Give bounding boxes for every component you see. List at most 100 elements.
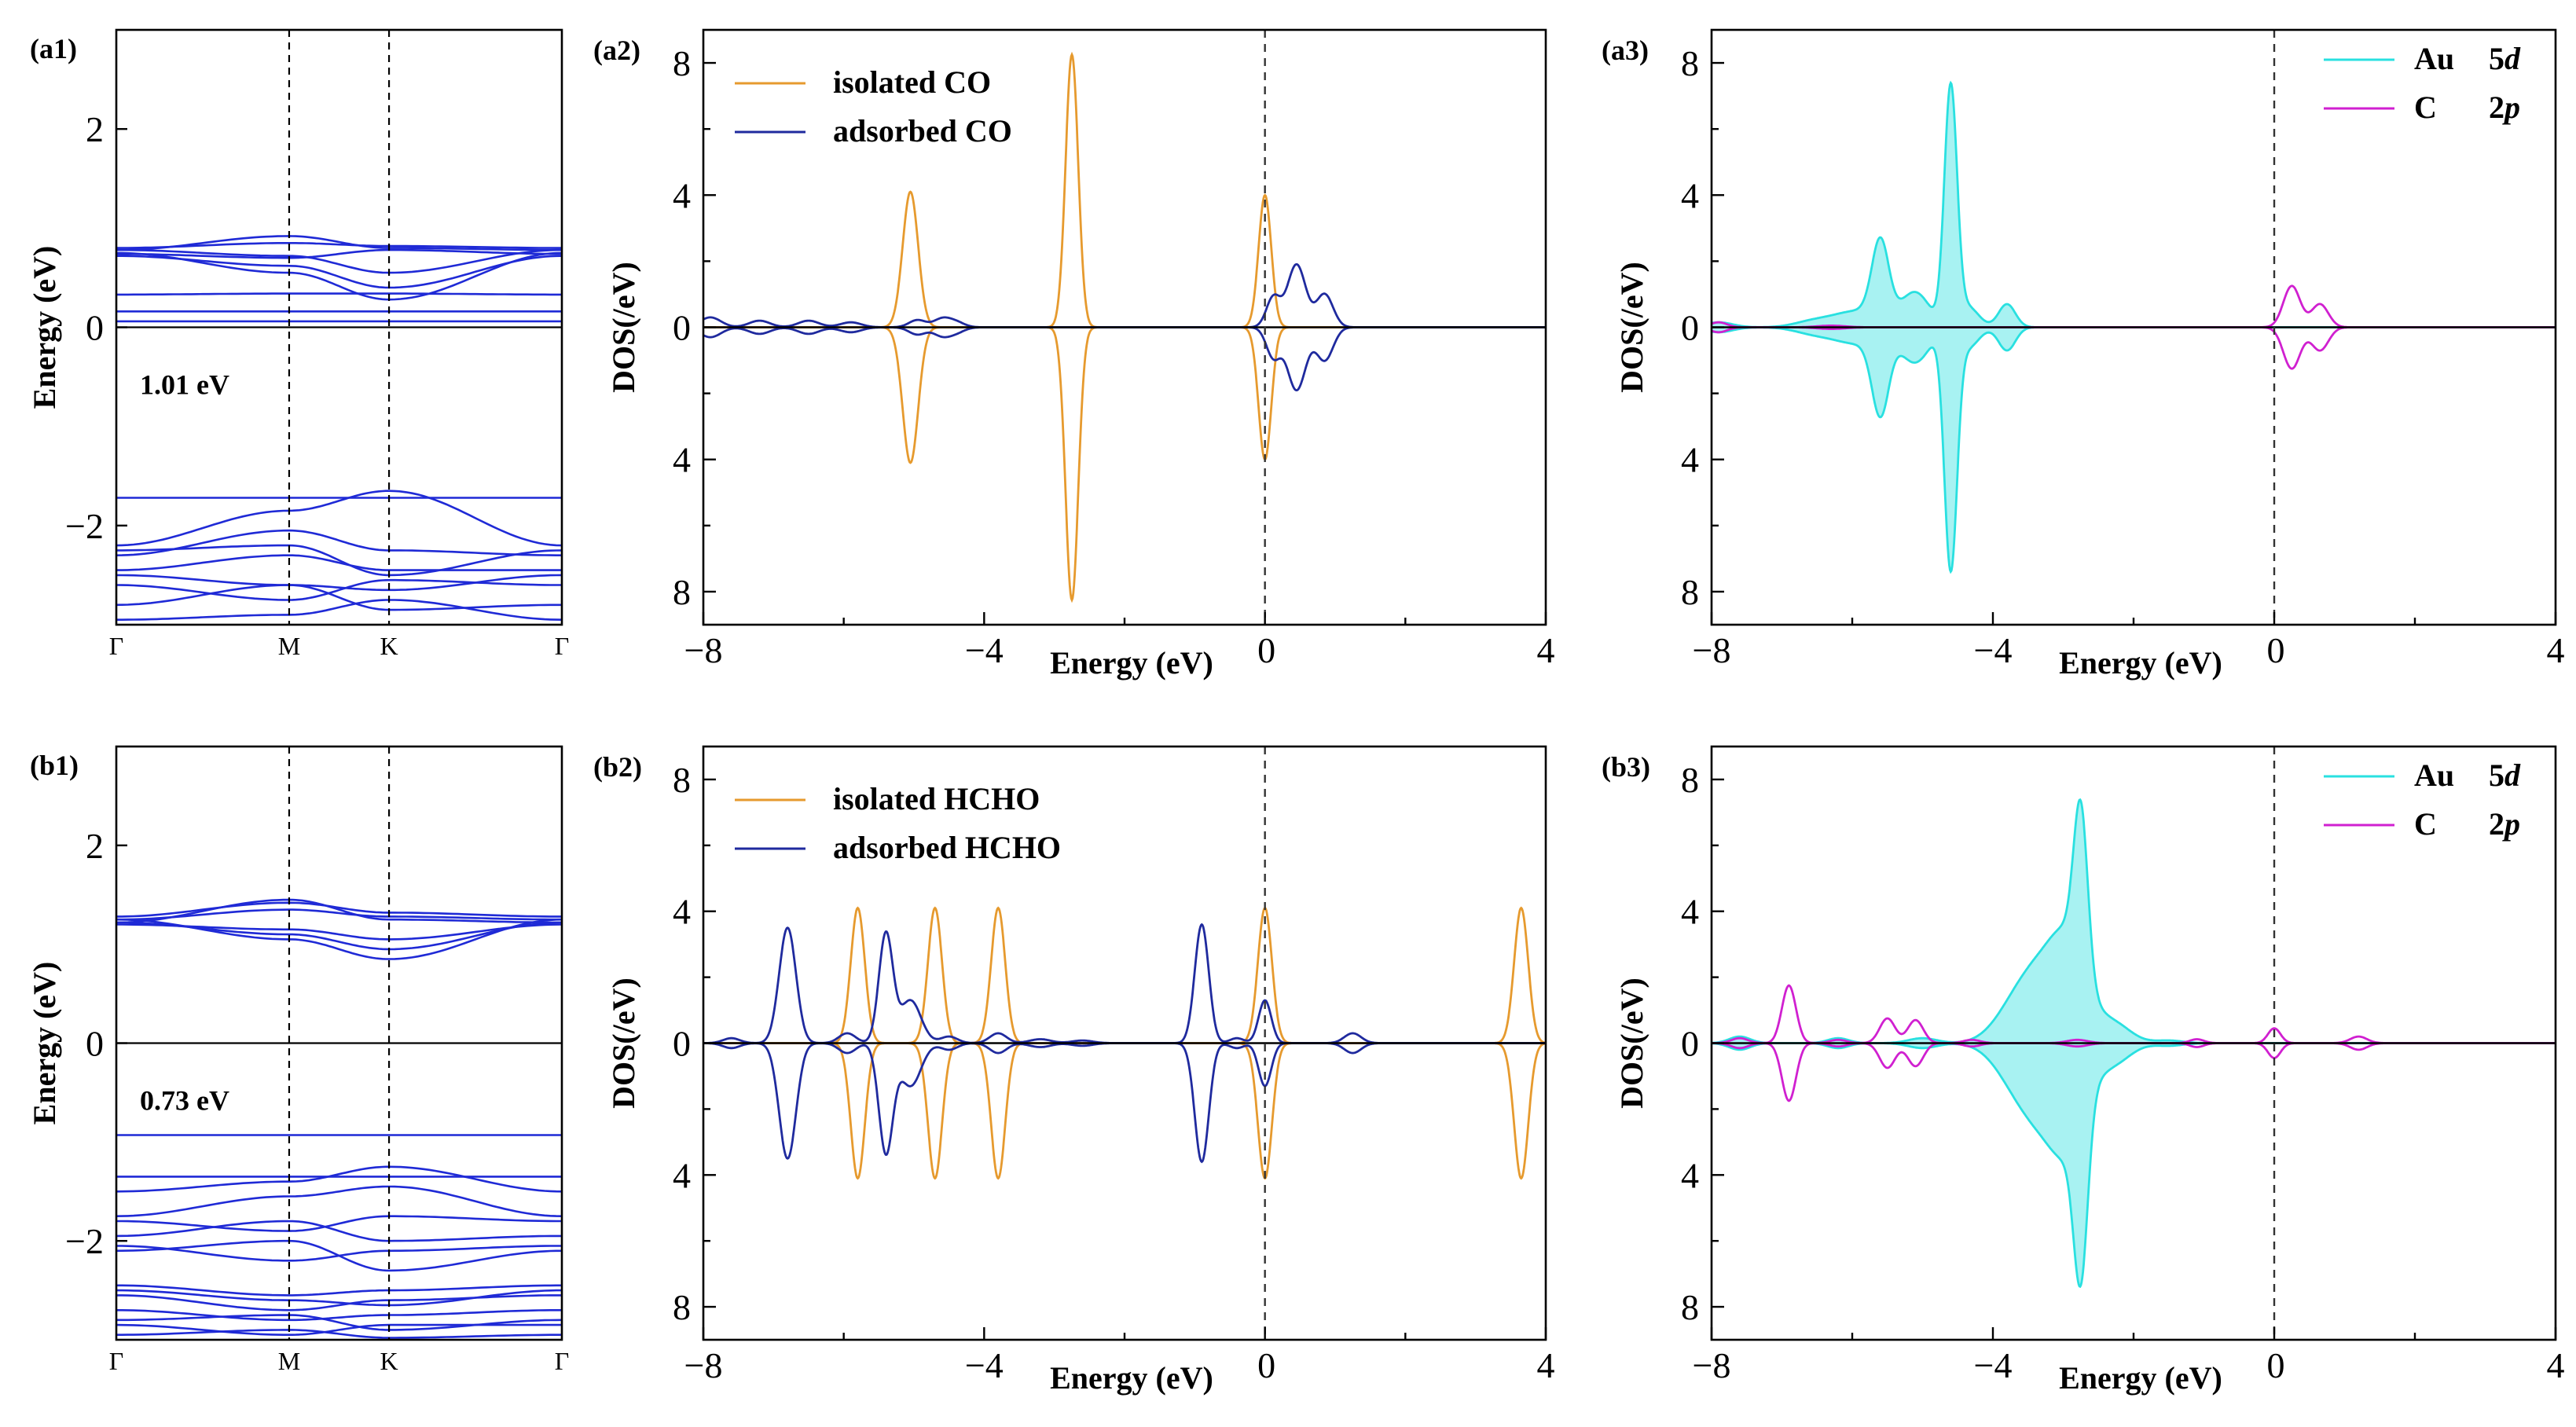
y-tick-label: 4: [1681, 892, 1699, 932]
kpoint-label: Γ: [555, 1347, 570, 1375]
x-tick-label: −4: [965, 630, 1004, 670]
x-tick-label: −4: [1974, 630, 2013, 670]
x-tick-label: 0: [2267, 630, 2285, 670]
y-tick-label: 2: [86, 109, 104, 149]
panel-label: (a1): [30, 33, 77, 64]
panel-label: (b2): [593, 751, 642, 783]
x-tick-label: −4: [1974, 1345, 2013, 1385]
band-line: [116, 1329, 562, 1339]
x-tick-label: −8: [684, 630, 723, 670]
band-line: [116, 1323, 562, 1336]
y-tick-label: 8: [1681, 760, 1699, 800]
dos-line-down: [1712, 326, 2556, 574]
y-tick-label: 0: [1681, 308, 1699, 348]
y-tick-label: 8: [1681, 43, 1699, 83]
panel-label: (b3): [1602, 751, 1650, 783]
dos-line-up: [703, 923, 1546, 1044]
dos-fill-down: [1712, 327, 2556, 572]
legend-label: isolated HCHO: [833, 781, 1040, 816]
legend: Au 5d C 2p: [2324, 41, 2521, 125]
band-line: [116, 921, 562, 951]
gap-annotation: 0.73 eV: [140, 1084, 229, 1116]
band-line: [116, 1294, 562, 1311]
y-tick-label: 0: [86, 1024, 104, 1064]
band-line: [116, 255, 562, 289]
panel-b1: −2 0 2 Γ M K Γ Energy (eV) (b1) 0.73 eV: [27, 745, 570, 1375]
panel-a3: 8 4 0 4 8 −8 −4 0 4 Energy (eV) DOS(/eV) (a3) Au 5d C 2…: [1602, 28, 2565, 680]
x-axis-label: Energy (eV): [1050, 645, 1213, 680]
dos-line-down: [703, 326, 1546, 603]
band-line: [116, 1220, 562, 1242]
kpoint-label: K: [380, 632, 398, 660]
kpoint-label: M: [278, 1347, 300, 1375]
x-tick-label: −4: [965, 1345, 1004, 1385]
band-line: [116, 251, 562, 301]
x-tick-label: 0: [1257, 630, 1275, 670]
x-axis-label: Energy (eV): [2059, 1360, 2222, 1396]
band-line: [116, 490, 562, 547]
orbital-letter: d: [2504, 758, 2521, 793]
dos-line-down: [703, 1042, 1546, 1180]
panel-b3: 8 4 0 4 8 −8 −4 0 4 Energy (eV) DOS(/eV) (b3) Au 5d C 2…: [1602, 745, 2565, 1396]
y-tick-label: 8: [1681, 1287, 1699, 1327]
x-tick-label: 4: [1537, 1345, 1555, 1385]
x-tick-label: 4: [1537, 630, 1555, 670]
band-line: [116, 235, 562, 251]
band-line: [116, 578, 562, 601]
y-tick-label: 4: [1681, 175, 1699, 215]
x-axis-label: Energy (eV): [2059, 645, 2222, 680]
panel-label: (b1): [30, 750, 79, 781]
y-tick-label: 8: [673, 572, 691, 612]
y-tick-label: 4: [673, 440, 691, 480]
band-line: [116, 1165, 562, 1193]
y-axis-label: DOS(/eV): [1614, 978, 1649, 1109]
x-axis-label: Energy (eV): [1050, 1360, 1213, 1396]
band-line: [116, 1215, 562, 1232]
x-tick-label: 0: [2267, 1345, 2285, 1385]
orbital-number: 5: [2489, 758, 2504, 793]
panel-label: (a3): [1602, 35, 1649, 66]
kpoint-label: Γ: [109, 632, 124, 660]
y-tick-label: 4: [673, 1155, 691, 1195]
y-tick-label: 4: [1681, 1155, 1699, 1195]
legend-label: adsorbed HCHO: [833, 830, 1061, 865]
x-tick-label: −8: [1693, 630, 1731, 670]
dos-line-down: [703, 1042, 1546, 1164]
band-line: [116, 898, 562, 924]
y-axis-label: DOS(/eV): [1614, 262, 1649, 393]
band-line: [116, 554, 562, 571]
band-line: [116, 923, 562, 941]
kpoint-label: Γ: [109, 1347, 124, 1375]
y-axis-label: Energy (eV): [27, 246, 62, 409]
orbital-letter: p: [2502, 90, 2520, 125]
dos-line-down: [1712, 1042, 2556, 1289]
dos-fill-down: [1712, 1043, 2556, 1287]
legend-label: Au: [2414, 758, 2454, 793]
band-line: [116, 241, 562, 249]
y-tick-label: −2: [65, 506, 104, 546]
y-tick-label: 8: [673, 1287, 691, 1327]
legend-label: isolated CO: [833, 64, 991, 100]
y-tick-label: 2: [86, 826, 104, 866]
x-tick-label: 0: [1257, 1345, 1275, 1385]
legend-orbital: 2p: [2489, 806, 2520, 842]
band-line: [116, 529, 562, 557]
y-tick-label: 8: [673, 760, 691, 800]
band-line: [116, 599, 562, 622]
x-tick-label: −8: [1693, 1345, 1731, 1385]
band-line: [116, 248, 562, 274]
band-line: [116, 292, 562, 296]
panel-b2: 8 4 0 4 8 −8 −4 0 4 Energy (eV) DOS(/eV) (b2) isolat…: [593, 745, 1555, 1396]
gap-annotation: 1.01 eV: [140, 369, 229, 401]
band-line: [116, 1185, 562, 1217]
y-axis-label: DOS(/eV): [606, 978, 641, 1109]
legend: isolated CO adsorbed CO: [735, 64, 1012, 149]
y-tick-label: 4: [673, 892, 691, 932]
orbital-letter: d: [2504, 41, 2521, 76]
y-tick-label: 0: [1681, 1024, 1699, 1064]
x-tick-label: 4: [2547, 1345, 2565, 1385]
legend: isolated HCHO adsorbed HCHO: [735, 781, 1061, 865]
dos-line-down: [703, 326, 1546, 392]
kpoint-label: K: [380, 1347, 398, 1375]
